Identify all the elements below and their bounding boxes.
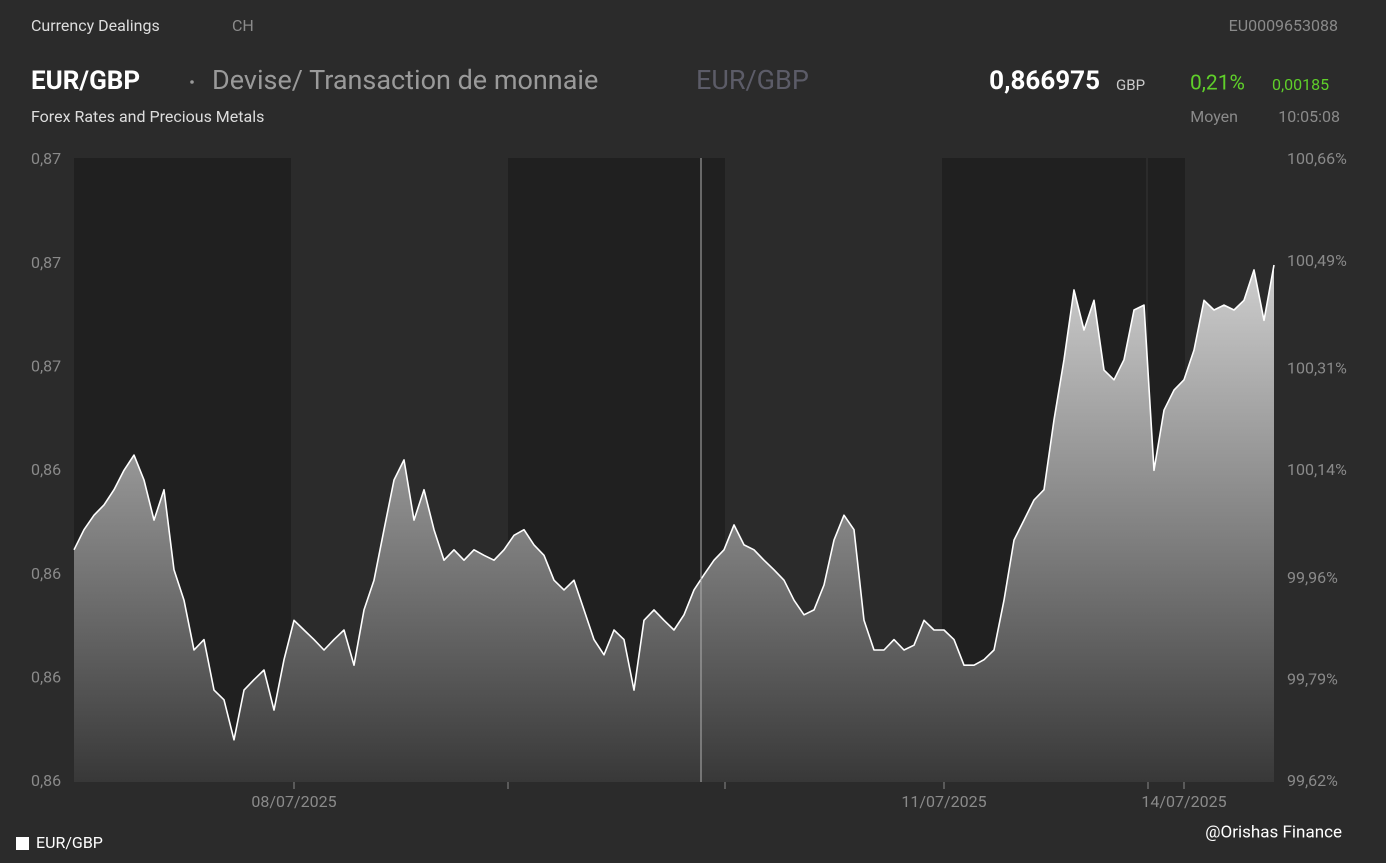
y-tick-label: 0,86 — [31, 771, 61, 790]
area-fill — [74, 265, 1274, 782]
y-tick-label: 0,87 — [31, 253, 61, 272]
watermark: @Orishas Finance — [1205, 822, 1342, 842]
y2-tick-label: 100,14% — [1287, 460, 1347, 479]
price-line — [73, 264, 1275, 741]
price-type: Moyen — [1190, 107, 1238, 126]
price: 0,866975 — [989, 66, 1100, 96]
instrument-name: Devise/ Transaction de monnaie — [212, 64, 598, 96]
y2-tick-label: 99,62% — [1287, 771, 1338, 790]
change-absolute: 0,00185 — [1272, 75, 1329, 94]
x-day-ticks — [507, 782, 1149, 789]
y2-tick-label: 99,79% — [1287, 670, 1338, 689]
country-label: CH — [232, 16, 254, 35]
legend-label: EUR/GBP — [36, 833, 103, 852]
section-label: Currency Dealings — [31, 16, 160, 35]
y-tick-label: 0,87 — [31, 149, 61, 168]
isin-label: EU0009653088 — [1229, 16, 1338, 35]
x-tick-label: 14/07/2025 — [1141, 792, 1226, 811]
legend-swatch — [16, 837, 29, 850]
market-label: Forex Rates and Precious Metals — [31, 107, 264, 126]
y2-tick-label: 100,66% — [1287, 149, 1347, 168]
symbol-title: EUR/GBP — [31, 66, 140, 96]
symbol-alt: EUR/GBP — [696, 64, 809, 96]
plot-area — [73, 264, 1275, 782]
y-tick-label: 0,86 — [31, 564, 61, 583]
time: 10:05:08 — [1278, 107, 1340, 126]
x-tick-label: 08/07/2025 — [251, 792, 336, 811]
y-tick-label: 0,86 — [31, 668, 61, 687]
y-tick-label: 0,87 — [31, 357, 61, 376]
y-tick-label: 0,86 — [31, 460, 61, 479]
change-percent: 0,21% — [1190, 72, 1245, 96]
currency: GBP — [1116, 76, 1145, 94]
separator-dot — [190, 80, 194, 84]
y2-tick-label: 100,49% — [1287, 251, 1347, 270]
y2-tick-label: 100,31% — [1287, 359, 1347, 378]
x-tick-label: 11/07/2025 — [901, 792, 986, 811]
y2-tick-label: 99,96% — [1287, 568, 1338, 587]
